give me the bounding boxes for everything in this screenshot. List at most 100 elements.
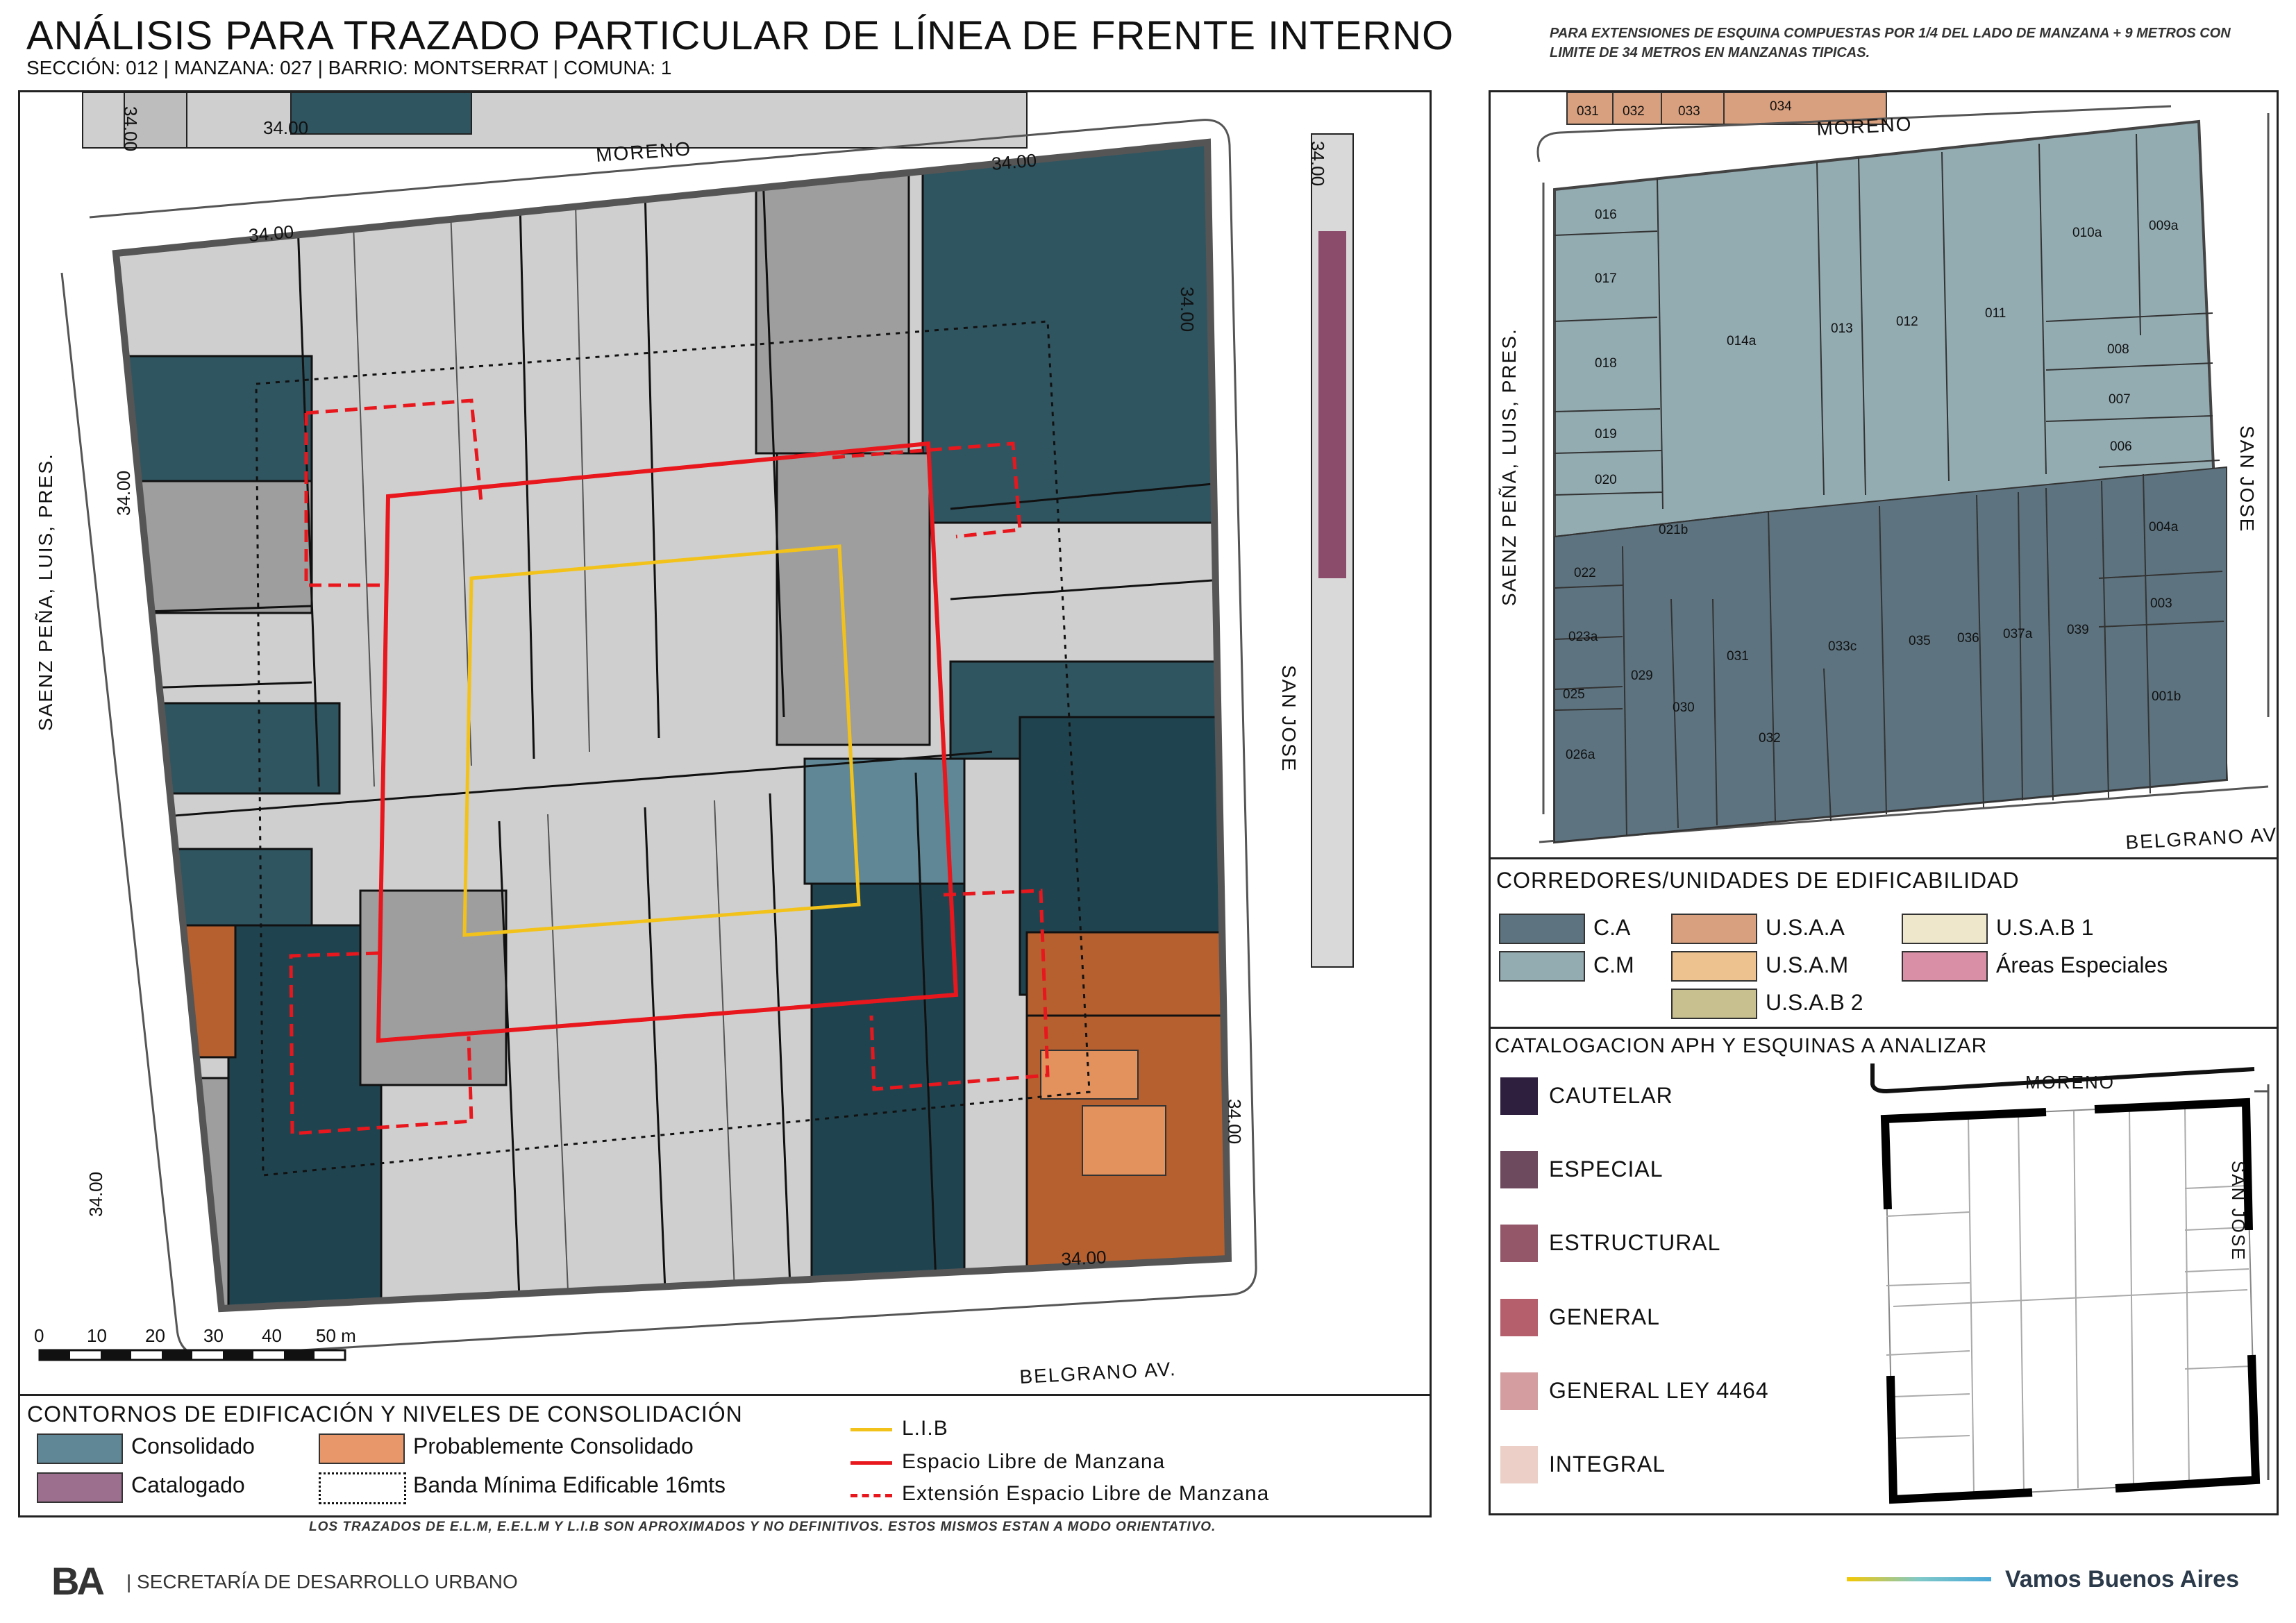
lot-label: 033c	[1828, 639, 1857, 654]
swatch-integral	[1500, 1446, 1538, 1483]
swatch-banda-minima	[319, 1472, 406, 1504]
lot-label: 012	[1896, 314, 1918, 329]
street-label-san-jose: SAN JOSE	[1278, 665, 1300, 772]
extension-espacio-libre-lines	[289, 398, 1050, 1136]
swatch-probablemente-consolidado	[319, 1433, 405, 1464]
legend-label-probablemente: Probablemente Consolidado	[413, 1433, 694, 1458]
lot-label: 033	[1678, 104, 1700, 119]
swatch-usab2	[1671, 989, 1757, 1019]
scale-bar: 0 10 20 30 40 50 m	[34, 1325, 356, 1361]
swatch-usam	[1671, 951, 1757, 982]
legend-main-title: CONTORNOS DE EDIFICACIÓN Y NIVELES DE CO…	[27, 1402, 743, 1427]
legend-main: CONTORNOS DE EDIFICACIÓN Y NIVELES DE CO…	[18, 1394, 1432, 1517]
lot-label: 004a	[2149, 520, 2179, 535]
dimension-label: 34.00	[1224, 1099, 1245, 1144]
street-label-moreno: MORENO	[1816, 113, 1913, 140]
lot-label: 019	[1595, 427, 1617, 442]
legend-label-general: GENERAL	[1549, 1304, 1660, 1329]
disclaimer-note: LOS TRAZADOS DE E.L.M, E.E.L.M Y L.I.B S…	[309, 1520, 1216, 1534]
lot-label: 009a	[2149, 219, 2179, 233]
scale-tick: 50 m	[316, 1325, 356, 1346]
lot-label: 039	[2067, 623, 2089, 637]
legend-label-usab1: U.S.A.B 1	[1996, 915, 2094, 940]
dimension-label: 34.00	[1061, 1247, 1107, 1270]
lot-label: 031	[1577, 104, 1599, 119]
dimension-label: 34.00	[85, 1172, 106, 1217]
lot-label: 018	[1595, 356, 1617, 371]
slogan: Vamos Buenos Aires	[2005, 1566, 2239, 1592]
swatch-especial	[1500, 1151, 1538, 1188]
catalogacion-title: CATALOGACION APH Y ESQUINAS A ANALIZAR	[1495, 1034, 1988, 1057]
legend-label-lib: L.I.B	[902, 1417, 948, 1440]
block-lots	[116, 142, 1228, 1309]
swatch-catalogado	[37, 1472, 123, 1503]
legend-label-usaa: U.S.A.A	[1766, 915, 1845, 940]
lot-label: 025	[1563, 687, 1585, 702]
lot-label: 008	[2107, 342, 2129, 357]
lot-label: 017	[1595, 271, 1617, 286]
lot-label: 030	[1673, 700, 1695, 715]
catalogacion-legend: CATALOGACION APH Y ESQUINAS A ANALIZAR C…	[1489, 1027, 2279, 1515]
lot-label: 007	[2109, 392, 2131, 407]
legend-line-espacio-libre	[850, 1461, 892, 1465]
lot-label: 020	[1595, 473, 1617, 487]
legend-line-extension	[850, 1494, 892, 1497]
legend-label-cautelar: CAUTELAR	[1549, 1083, 1673, 1108]
parcel-map: 031 032 033 034	[1498, 92, 2277, 853]
block-outline	[112, 138, 1232, 1313]
department-label: | SECRETARÍA DE DESARROLLO URBANO	[126, 1571, 518, 1592]
lot-label: 032	[1623, 104, 1645, 119]
corredores-title: CORREDORES/UNIDADES DE EDIFICABILIDAD	[1496, 868, 2020, 893]
swatch-cautelar	[1500, 1077, 1538, 1115]
lot-label: 022	[1574, 566, 1596, 580]
corner-inset-map: MORENO SAN JOSE	[1870, 1063, 2270, 1504]
swatch-general-ley-4464	[1500, 1372, 1538, 1410]
espacio-libre-line	[376, 441, 959, 1043]
scale-tick: 20	[145, 1325, 165, 1346]
legend-label-estructural: ESTRUCTURAL	[1549, 1230, 1721, 1255]
lot-label: 011	[1985, 306, 2006, 321]
scale-tick: 40	[262, 1325, 282, 1346]
lot-label: 036	[1957, 631, 1979, 646]
legend-label-consolidado: Consolidado	[131, 1433, 255, 1458]
lib-line	[462, 544, 861, 937]
main-map: 34.00 34.00 34.00 34.00 34.00 34.00 34.0…	[34, 92, 1354, 1388]
swatch-consolidado	[37, 1433, 123, 1464]
parcel-map-panel: 031 032 033 034	[1489, 90, 2279, 861]
legend-label-ca: C.A	[1593, 915, 1631, 940]
lot-label: 010a	[2072, 226, 2102, 240]
lot-label: 013	[1831, 321, 1853, 336]
lot-label: 029	[1631, 668, 1653, 683]
legend-label-general-ley: GENERAL LEY 4464	[1549, 1378, 1769, 1403]
ba-logo: BA	[51, 1559, 105, 1603]
lot-label: 023a	[1568, 630, 1598, 644]
street-label-san-jose: SAN JOSE	[2236, 426, 2258, 532]
lot-label: 031	[1727, 649, 1749, 664]
lot-label: 034	[1770, 99, 1792, 114]
lot-label: 016	[1595, 208, 1617, 222]
legend-label-especial: ESPECIAL	[1549, 1157, 1664, 1181]
legend-label-espacio-libre: Espacio Libre de Manzana	[902, 1450, 1166, 1473]
legend-label-extension: Extensión Espacio Libre de Manzana	[902, 1482, 1270, 1505]
inset-street-moreno: MORENO	[2025, 1072, 2115, 1093]
scale-tick: 0	[34, 1325, 44, 1346]
legend-label-integral: INTEGRAL	[1549, 1452, 1666, 1477]
inset-street-san-jose: SAN JOSE	[2228, 1161, 2249, 1261]
curb-line	[60, 119, 1257, 1357]
legend-label-usab2: U.S.A.B 2	[1766, 990, 1863, 1015]
page-subtitle: SECCIÓN: 012 | MANZANA: 027 | BARRIO: MO…	[26, 57, 672, 78]
top-neighbor-lots: 031 032 033 034	[1566, 92, 1887, 125]
street-label-belgrano: BELGRANO AV.	[2125, 823, 2277, 853]
lot-label: 003	[2150, 596, 2172, 611]
swatch-usaa	[1671, 914, 1757, 944]
dimension-label: 34.00	[248, 221, 294, 246]
street-label-belgrano: BELGRANO AV.	[1019, 1358, 1178, 1388]
legend-label-catalogado: Catalogado	[131, 1472, 245, 1497]
street-label-saenz-pena: SAENZ PEÑA, LUIS, PRES.	[1498, 328, 1520, 606]
swatch-usab1	[1902, 914, 1988, 944]
dimension-label: 34.00	[263, 117, 308, 138]
lot-label: 032	[1759, 731, 1781, 746]
dimension-label: 34.00	[1307, 141, 1328, 186]
lot-label: 014a	[1727, 334, 1757, 348]
banda-minima-line	[255, 320, 1091, 1177]
